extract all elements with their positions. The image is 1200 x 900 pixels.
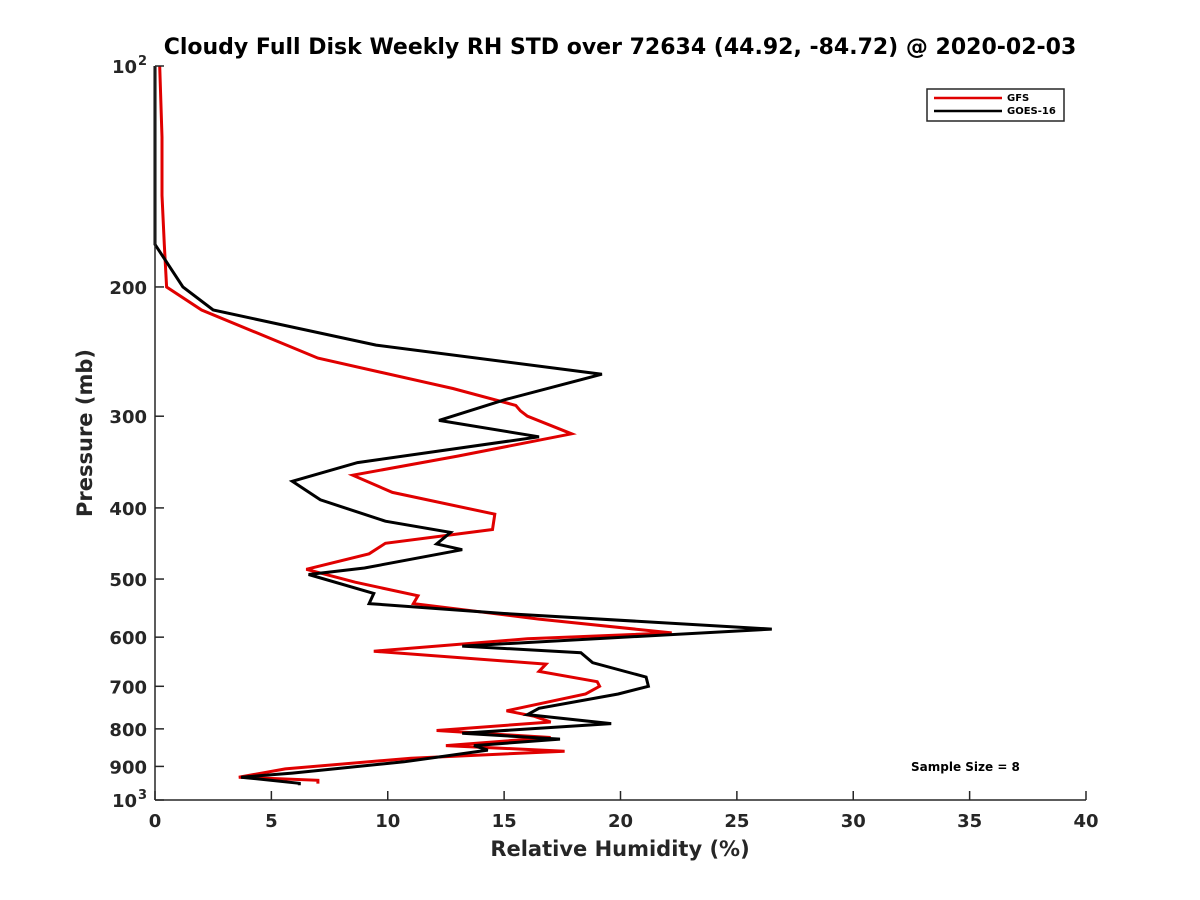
y-tick-label: 500 (109, 570, 147, 591)
series-line-goes16 (153, 66, 772, 786)
y-tick-label: 900 (109, 757, 147, 778)
x-tick-label: 20 (608, 811, 633, 832)
y-tick-label: 700 (109, 677, 147, 698)
y-tick-label: 800 (109, 720, 147, 741)
legend: GFS GOES-16 (926, 88, 1065, 122)
y-tick-label: 300 (109, 407, 147, 428)
x-tick-label: 35 (957, 811, 982, 832)
y-tick-label: 600 (109, 628, 147, 649)
y-axis-label: Pressure (mb) (73, 349, 97, 517)
x-tick-label: 10 (375, 811, 400, 832)
series-line-gfs (158, 65, 672, 784)
sample-size-annotation: Sample Size = 8 (911, 760, 1020, 774)
x-tick-label: 0 (149, 811, 162, 832)
plot-area: 0 5 10 15 20 25 30 35 40 10 220030040050060070080… (109, 54, 1098, 832)
x-tick-label: 25 (724, 811, 749, 832)
x-tick-label: 30 (841, 811, 866, 832)
y-tick-label: 200 (109, 278, 147, 299)
series-layer (153, 65, 772, 786)
y-tick-label: 10 (112, 791, 137, 812)
x-axis-label: Relative Humidity (%) (490, 837, 749, 861)
x-tick-label: 15 (492, 811, 517, 832)
legend-box (926, 88, 1065, 122)
legend-label-goes16: GOES-16 (1007, 106, 1056, 117)
chart-title: Cloudy Full Disk Weekly RH STD over 7263… (164, 35, 1077, 60)
x-tick-label: 5 (265, 811, 278, 832)
y-tick-exponent: 3 (138, 788, 147, 803)
legend-label-gfs: GFS (1007, 93, 1029, 104)
x-axis-ticks: 0 5 10 15 20 25 30 35 40 (149, 791, 1099, 832)
y-tick-exponent: 2 (138, 54, 147, 69)
y-tick-label: 400 (109, 499, 147, 520)
y-tick-label: 10 (112, 57, 137, 78)
x-tick-label: 40 (1073, 811, 1098, 832)
